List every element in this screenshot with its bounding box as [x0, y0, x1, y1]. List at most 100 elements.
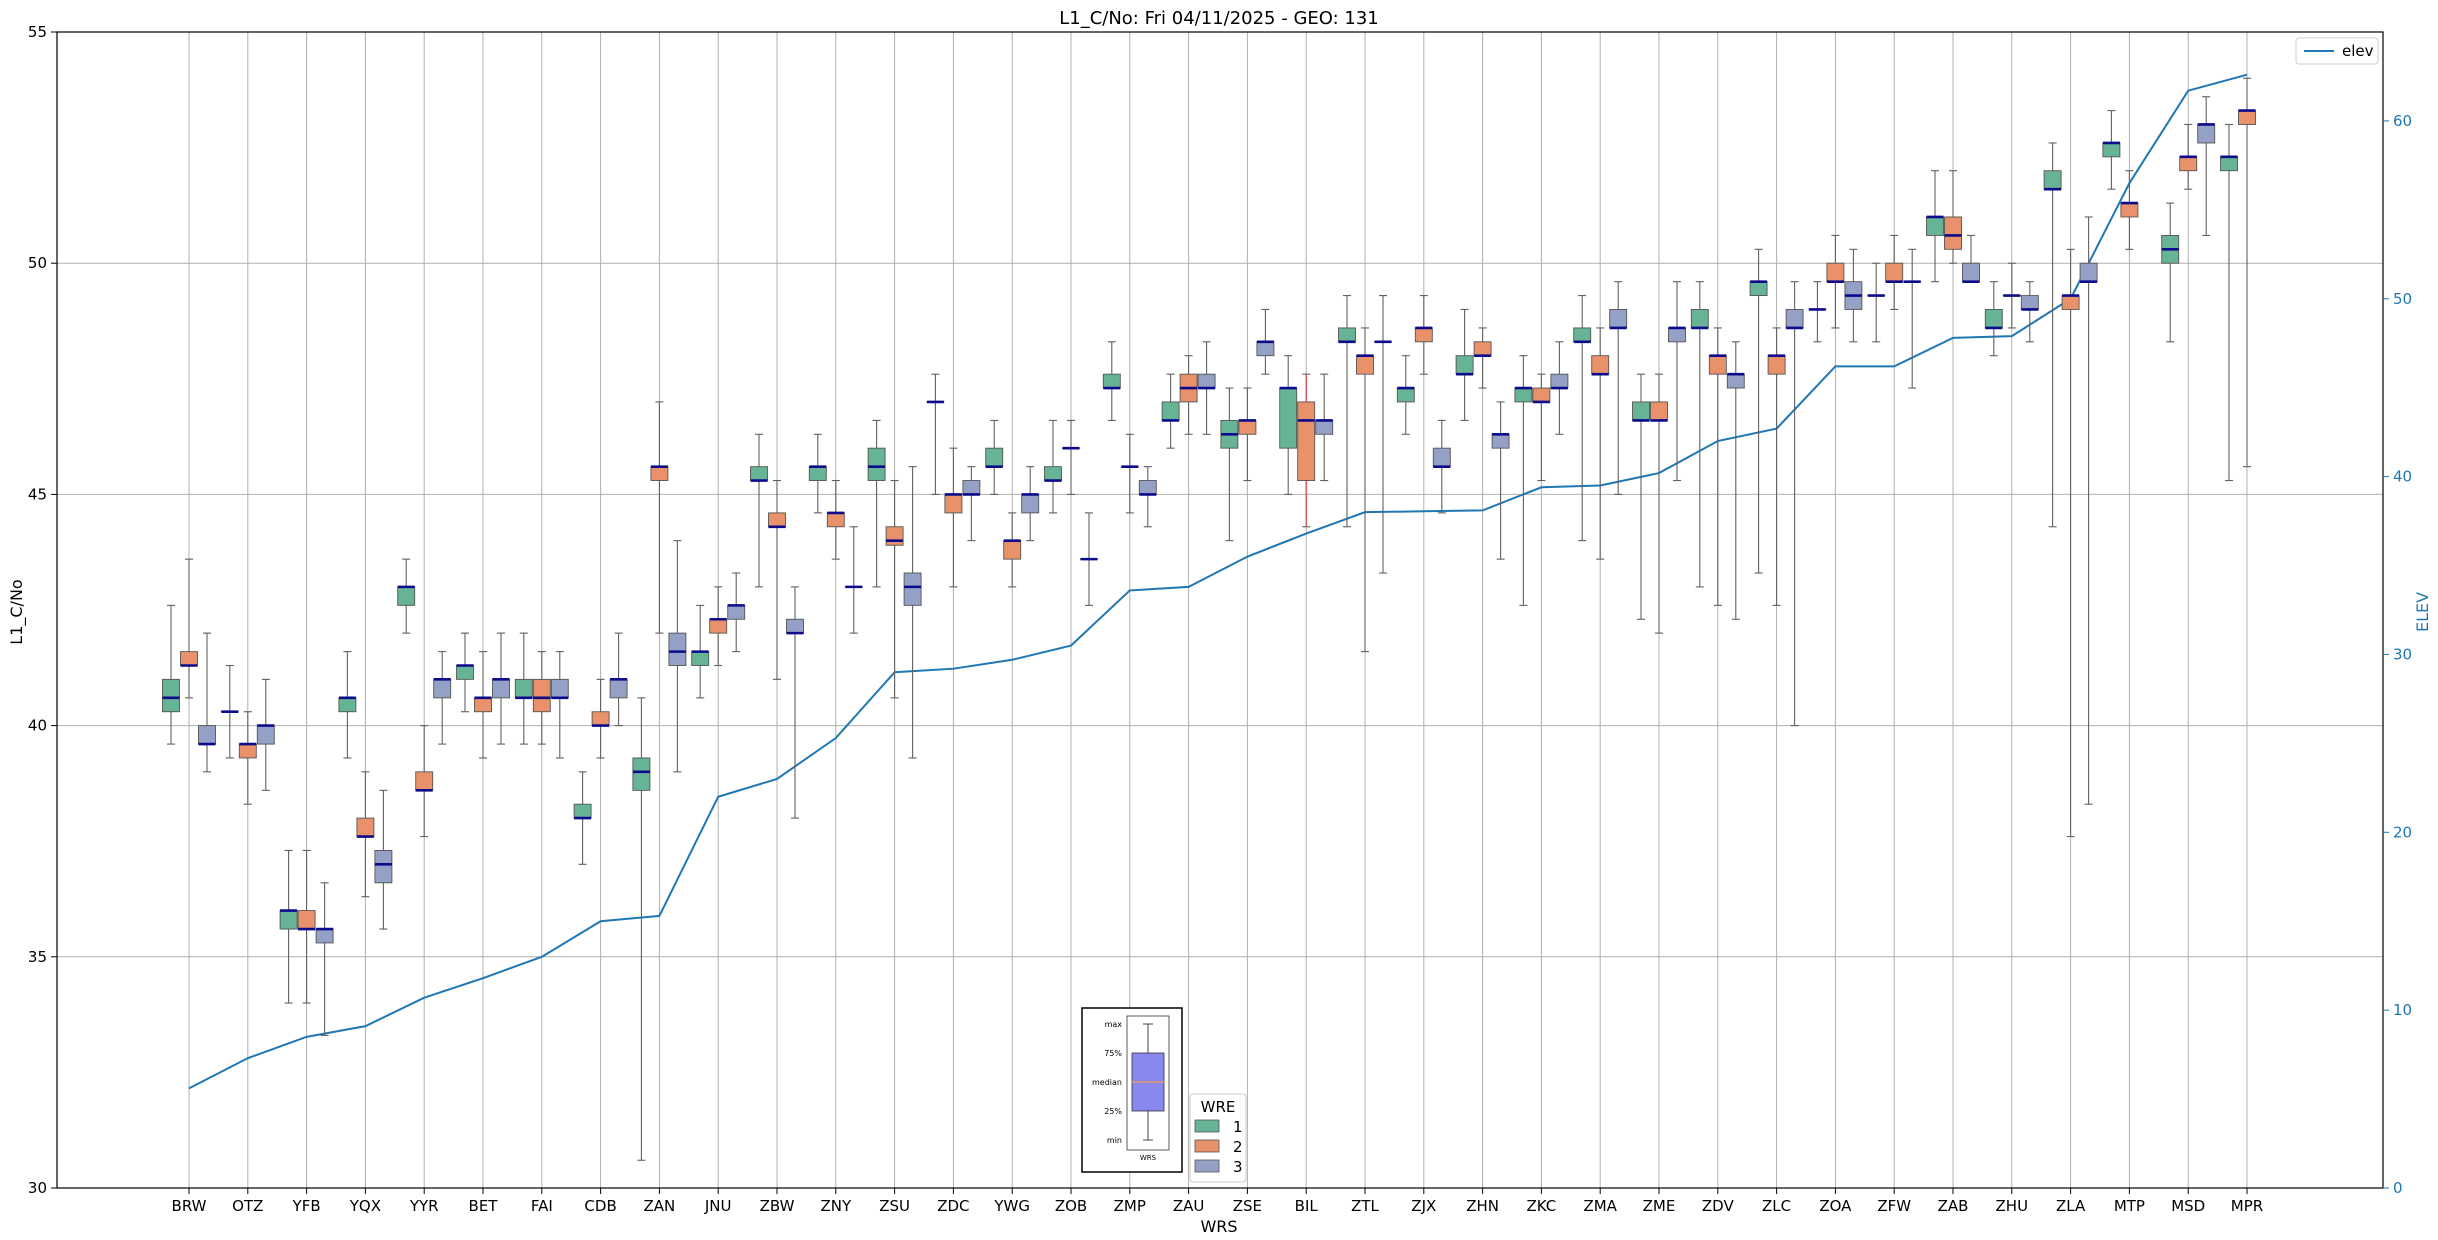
legend-wre: WRE 1 2 3	[1189, 1093, 1247, 1183]
box-body	[1668, 327, 1686, 343]
x-tick-label-YWG: YWG	[993, 1197, 1030, 1215]
legend-elev-label: elev	[2342, 42, 2374, 60]
box-2-ZME	[1650, 373, 1668, 634]
x-tick-label-ZLC: ZLC	[1762, 1197, 1791, 1215]
box-2-ZAN	[650, 401, 669, 634]
box-2-YQX	[356, 771, 375, 898]
box-2-ZFW	[1885, 234, 1904, 310]
box-3-CDB	[609, 632, 628, 727]
x-tick-label-ZAB: ZAB	[1938, 1197, 1969, 1215]
box-1-ZOA	[1808, 281, 1827, 343]
box-body	[315, 928, 334, 944]
box-body	[550, 678, 569, 699]
box-3-BRW	[198, 632, 216, 773]
x-axis-label: WRS	[1200, 1217, 1237, 1236]
box-body	[727, 604, 746, 620]
box-1-ZDC	[926, 373, 945, 495]
box-body	[1279, 387, 1298, 449]
box-body	[1650, 401, 1668, 421]
x-tick-label-MPR: MPR	[2231, 1197, 2263, 1215]
box-body	[1356, 355, 1374, 375]
x-tick-label-CDB: CDB	[584, 1197, 616, 1215]
box-1-ZSU	[867, 419, 886, 588]
x-tick-label-YYR: YYR	[409, 1197, 439, 1215]
x-tick-label-ZMA: ZMA	[1583, 1197, 1617, 1215]
box-3-FAI	[550, 651, 569, 759]
box-body	[867, 447, 886, 481]
box-1-ZAB	[1926, 170, 1944, 283]
box-1-ZLC	[1749, 248, 1768, 574]
box-1-ZLA	[2043, 142, 2062, 528]
legend-elev: elev	[2295, 37, 2379, 65]
box-body	[1826, 262, 1845, 283]
inset-label-3: 25%	[1104, 1107, 1122, 1116]
box-body	[433, 678, 452, 699]
box-3-YWG	[1021, 466, 1040, 542]
x-tick-label-ZLA: ZLA	[2056, 1197, 2086, 1215]
box-body	[1473, 341, 1492, 357]
box-3-ZAB	[1962, 234, 1980, 283]
inset-label-4: min	[1107, 1136, 1122, 1145]
box-3-ZFW	[1903, 248, 1922, 389]
y2-tick-label-0: 0	[2393, 1179, 2403, 1197]
box-3-BIL	[1315, 373, 1334, 482]
box-3-YQX	[374, 789, 393, 930]
box-1-MPR	[2220, 123, 2238, 482]
box-3-ZLC	[1785, 281, 1804, 727]
box-2-OTZ	[238, 711, 257, 805]
box-3-ZLA	[2079, 216, 2098, 805]
box-3-ZSE	[1256, 308, 1275, 375]
box-2-YWG	[1003, 512, 1022, 588]
box-body	[1414, 327, 1433, 343]
elevation-series	[188, 73, 2248, 1090]
box-3-BET	[492, 632, 510, 745]
x-tick-label-ZAU: ZAU	[1173, 1197, 1205, 1215]
box-1-ZFW	[1867, 262, 1886, 343]
box-3-ZOA	[1844, 248, 1863, 343]
box-2-FAI	[532, 651, 551, 745]
box-body	[2238, 110, 2256, 125]
box-body	[1256, 341, 1275, 357]
box-body	[632, 757, 651, 791]
box-body	[2020, 295, 2039, 310]
box-3-ZMA	[1609, 281, 1628, 495]
box-body	[1962, 262, 1980, 283]
box-1-ZAN	[632, 697, 651, 1161]
y-tick-label-50: 50	[28, 254, 47, 272]
box-1-ZDV	[1690, 281, 1709, 588]
y-tick-label-35: 35	[28, 948, 47, 966]
box-3-ZMP	[1138, 466, 1157, 528]
box-body	[1532, 387, 1551, 403]
box-body	[1550, 373, 1569, 389]
box-3-ZHU	[2020, 281, 2039, 343]
x-tick-label-MSD: MSD	[2171, 1197, 2205, 1215]
x-tick-label-ZHN: ZHN	[1466, 1197, 1499, 1215]
box-body	[1396, 387, 1415, 403]
legend-wre-swatch-1	[1194, 1119, 1220, 1133]
legend-wre-title: WRE	[1201, 1098, 1236, 1116]
box-1-CDB	[573, 771, 592, 865]
y-tick-label-45: 45	[28, 485, 47, 503]
box-3-ZAU	[1197, 341, 1216, 435]
box-body	[415, 771, 434, 791]
box-1-ZSE	[1220, 387, 1239, 542]
x-tick-label-ZNY: ZNY	[820, 1197, 851, 1215]
box-body	[1514, 387, 1533, 403]
box-body	[1432, 447, 1451, 468]
x-tick-label-ZTL: ZTL	[1351, 1197, 1379, 1215]
box-2-ZSE	[1238, 387, 1257, 482]
box-1-BET	[456, 632, 474, 713]
box-body	[338, 697, 357, 713]
box-body	[297, 910, 316, 930]
x-tick-label-ZOA: ZOA	[1819, 1197, 1852, 1215]
box-body	[456, 665, 474, 680]
inset-caption: WRS	[1140, 1154, 1157, 1162]
box-2-ZMA	[1591, 327, 1610, 560]
box-body	[709, 618, 728, 634]
box-1-ZMA	[1573, 295, 1592, 542]
box-1-ZNY	[808, 433, 827, 514]
box-body	[1297, 401, 1316, 481]
legend-elev-frame	[2295, 37, 2379, 65]
box-body	[532, 678, 551, 713]
